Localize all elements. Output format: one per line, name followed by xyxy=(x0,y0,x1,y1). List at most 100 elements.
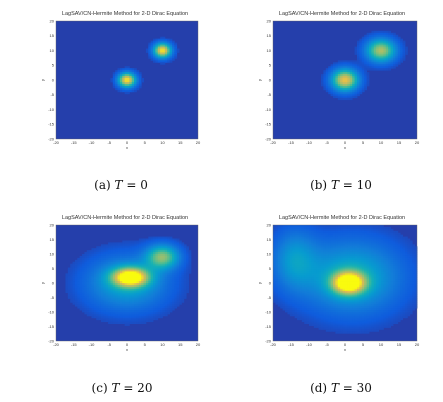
heatmap-cell xyxy=(383,36,387,40)
heatmap-cell xyxy=(89,302,92,305)
heatmap-cell xyxy=(306,292,310,295)
heatmap-cell xyxy=(364,230,367,234)
heatmap-cell xyxy=(134,292,137,295)
heatmap-cell xyxy=(160,273,163,276)
heatmap-cell xyxy=(323,254,327,257)
heatmap-cell xyxy=(108,310,111,313)
heatmap-cell xyxy=(354,327,358,330)
heatmap-cell xyxy=(167,284,170,288)
heatmap-cell xyxy=(323,313,327,317)
heatmap-cell xyxy=(371,44,375,47)
heatmap-cell xyxy=(82,304,85,307)
heatmap-cell xyxy=(349,246,353,249)
heatmap-cell xyxy=(342,259,346,263)
heatmap-cell xyxy=(131,261,135,265)
heatmap-cell xyxy=(72,300,76,303)
heatmap-cell xyxy=(160,265,163,268)
heatmap-cell xyxy=(131,292,135,295)
heatmap-cell xyxy=(171,254,175,257)
heatmap-cell xyxy=(89,259,92,263)
heatmap-cell xyxy=(349,296,353,299)
heatmap-cell xyxy=(289,228,293,232)
heatmap-cell xyxy=(328,225,331,228)
heatmap-cell xyxy=(304,321,307,324)
heatmap-cell xyxy=(145,277,149,280)
heatmap-cell xyxy=(337,286,341,290)
heatmap-cell xyxy=(129,85,133,89)
heatmap-cell xyxy=(376,60,379,63)
heatmap-cell xyxy=(167,56,170,59)
heatmap-cell xyxy=(349,290,353,294)
heatmap-cell xyxy=(138,292,142,295)
heatmap-cell xyxy=(160,279,163,282)
heatmap-cell xyxy=(361,302,365,305)
heatmap-cell xyxy=(373,66,377,69)
heatmap-cell xyxy=(318,271,322,274)
heatmap-cell xyxy=(84,298,88,301)
heatmap-cell xyxy=(357,263,360,266)
heatmap-cell xyxy=(287,279,291,282)
heatmap-cell xyxy=(340,273,343,276)
heatmap-cell xyxy=(388,60,391,63)
heatmap-cell xyxy=(77,275,81,278)
heatmap-cell xyxy=(280,226,283,230)
heatmap-cell xyxy=(131,255,135,259)
heatmap-cell xyxy=(361,80,365,83)
heatmap-cell xyxy=(373,34,377,38)
heatmap-cell xyxy=(86,288,90,292)
heatmap-cell xyxy=(318,302,322,305)
heatmap-cell xyxy=(354,93,358,97)
heatmap-cell xyxy=(124,286,128,290)
heatmap-cell xyxy=(169,257,173,261)
heatmap-cell xyxy=(366,252,370,255)
heatmap-cell xyxy=(294,279,298,282)
heatmap-cell xyxy=(84,284,88,288)
heatmap-cell xyxy=(297,265,300,268)
heatmap-cell xyxy=(342,252,346,255)
heatmap-cell xyxy=(174,267,178,270)
heatmap-cell xyxy=(349,85,353,89)
heatmap-cell xyxy=(100,263,104,266)
heatmap-cell xyxy=(345,273,348,276)
heatmap-cell xyxy=(349,236,353,239)
heatmap-cell xyxy=(306,228,310,232)
heatmap-cell xyxy=(141,250,144,253)
heatmap-cell xyxy=(297,317,300,321)
heatmap-cell xyxy=(167,242,170,245)
heatmap-cell xyxy=(82,263,85,266)
heatmap-cell xyxy=(318,226,322,230)
heatmap-cell xyxy=(357,300,360,303)
heatmap-cell xyxy=(349,97,353,101)
heatmap-cell xyxy=(169,44,173,47)
heatmap-cell xyxy=(323,273,327,276)
heatmap-cell xyxy=(65,283,69,286)
heatmap-cell xyxy=(74,284,78,288)
heatmap-cell xyxy=(115,312,118,315)
heatmap-cell xyxy=(376,46,379,49)
heatmap-cell xyxy=(160,257,163,261)
heatmap-cell xyxy=(171,56,175,59)
heatmap-cell xyxy=(345,304,348,307)
heatmap-cell xyxy=(127,78,130,81)
heatmap-cell xyxy=(330,323,334,326)
heatmap-cell xyxy=(361,281,365,284)
heatmap-cell xyxy=(141,244,144,247)
heatmap-cell xyxy=(309,248,312,251)
heatmap-cell xyxy=(328,228,331,232)
heatmap-cell xyxy=(164,257,168,261)
heatmap-cell xyxy=(349,265,353,268)
heatmap-cell xyxy=(131,240,135,243)
heatmap-cell xyxy=(141,80,144,83)
heatmap-cell xyxy=(117,267,121,270)
heatmap-cell xyxy=(162,312,166,315)
heatmap-cell xyxy=(304,225,307,228)
heatmap-cell xyxy=(289,238,293,241)
heatmap-cell xyxy=(354,242,358,245)
heatmap-cell xyxy=(115,302,118,305)
heatmap-cell xyxy=(86,252,90,255)
heatmap-cell xyxy=(299,228,303,232)
heatmap-cell xyxy=(333,263,336,266)
heatmap-cell xyxy=(364,323,367,326)
heatmap-cell xyxy=(150,317,154,321)
heatmap-cell xyxy=(364,226,367,230)
